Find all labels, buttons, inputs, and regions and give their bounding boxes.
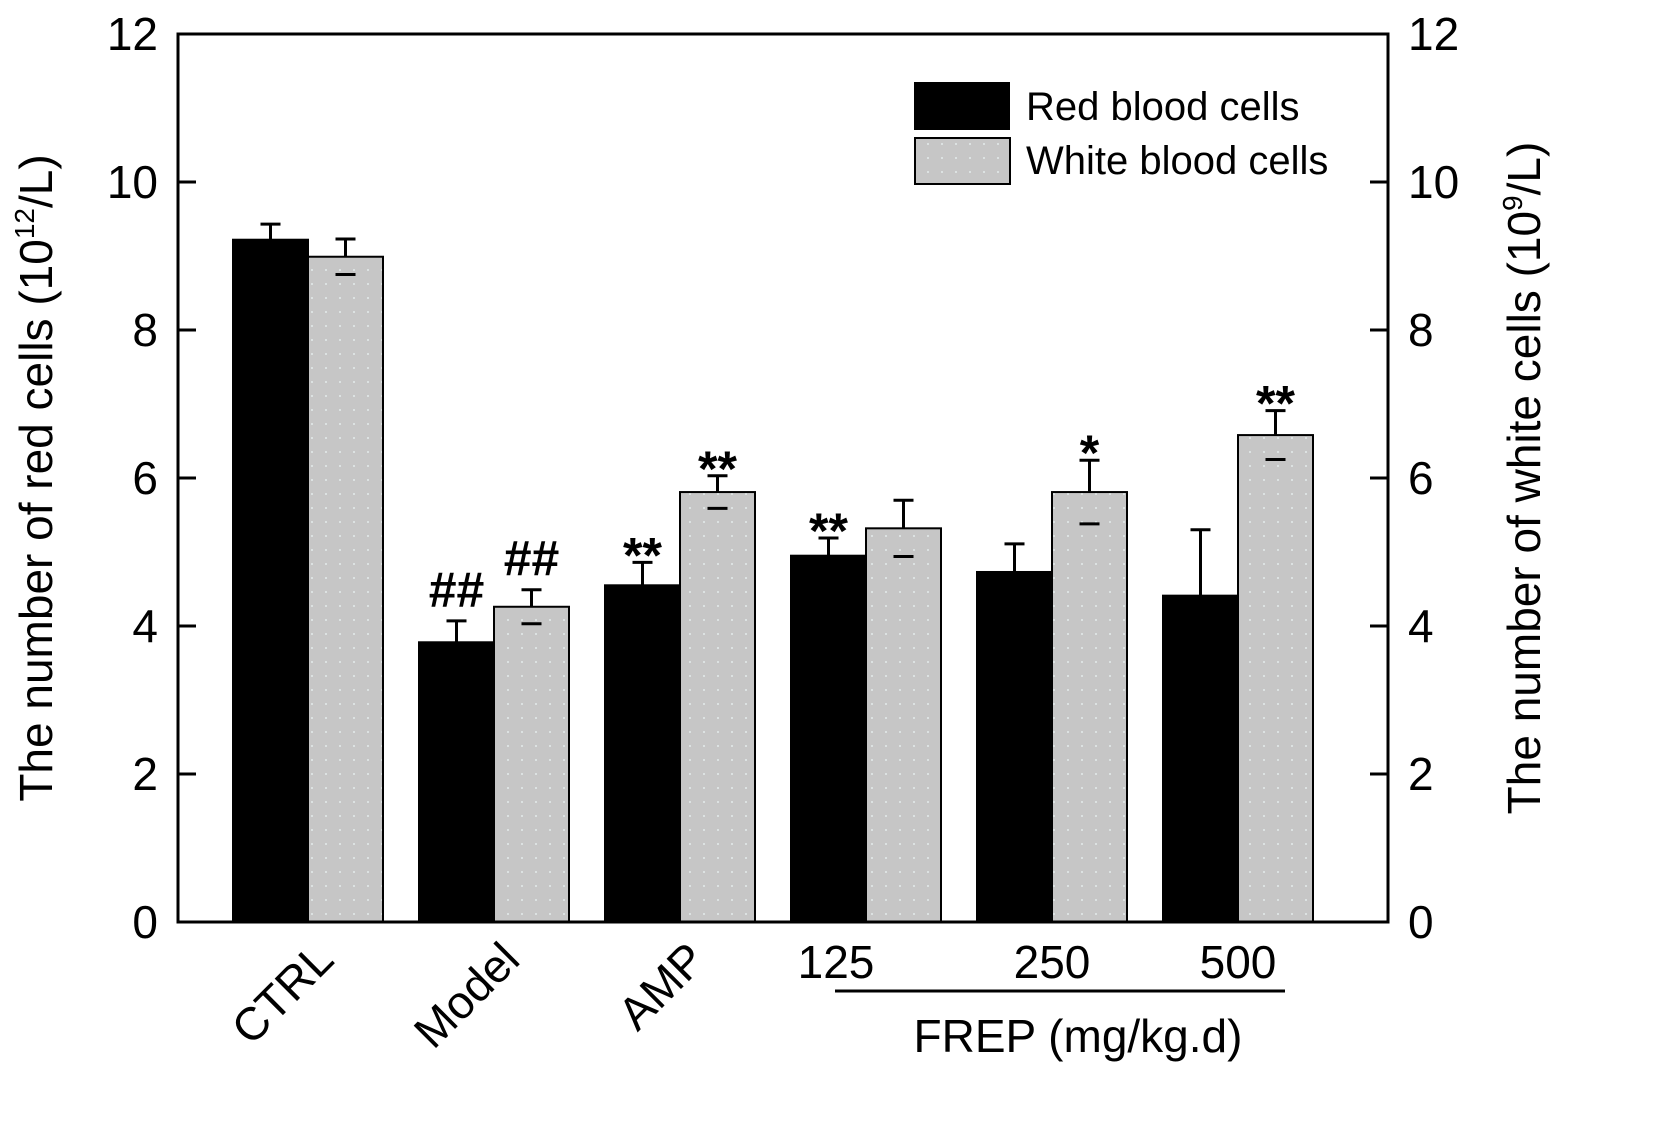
bar-red-blood-cells (790, 554, 867, 923)
y-tick-label-right: 2 (1408, 748, 1434, 800)
bar-white-blood-cells (865, 527, 942, 923)
legend-label-white: White blood cells (1026, 139, 1328, 183)
x-tick-label: 250 (1014, 936, 1091, 988)
bars-layer: #### ********* (232, 222, 1314, 924)
bar-red-blood-cells (418, 641, 495, 924)
y-tick-label-left: 8 (132, 304, 158, 356)
legend: Red blood cells White blood cells (914, 82, 1328, 185)
bar-white-blood-cells (307, 255, 384, 923)
bar-white-blood-cells (1237, 434, 1314, 923)
significance-label: ** (623, 527, 662, 583)
bar-red-blood-cells (1162, 594, 1239, 923)
bar-red-blood-cells (232, 238, 309, 924)
x-tick-label: CTRL (221, 932, 343, 1054)
y-tick-label-left: 4 (132, 600, 158, 652)
x-tick-label: Model (404, 932, 529, 1057)
y-axis-label-right: The number of white cells (109/L) (1497, 142, 1550, 815)
significance-label: ## (429, 562, 485, 618)
y-tick-label-left: 2 (132, 748, 158, 800)
y-tick-label-right: 8 (1408, 304, 1434, 356)
significance-label: ## (504, 531, 560, 587)
y-tick-label-right: 0 (1408, 896, 1434, 948)
y-tick-label-right: 6 (1408, 452, 1434, 504)
legend-label-red: Red blood cells (1026, 85, 1300, 129)
y-tick-label-left: 0 (132, 896, 158, 948)
x-tick-label: AMP (608, 932, 715, 1039)
y-tick-label-left: 6 (132, 452, 158, 504)
y-tick-label-right: 4 (1408, 600, 1434, 652)
bar-white-blood-cells (493, 605, 570, 923)
significance-label: * (1080, 425, 1100, 481)
y-tick-label-right: 10 (1408, 156, 1459, 208)
y-tick-label-right: 12 (1408, 8, 1459, 60)
bar-red-blood-cells (604, 584, 681, 923)
y-axis-label-left: The number of red cells (1012/L) (9, 154, 62, 801)
legend-swatch-white (914, 137, 1011, 185)
legend-swatch-red (914, 82, 1010, 130)
significance-label: ** (1256, 376, 1295, 432)
significance-label: ** (698, 441, 737, 497)
y-tick-label-left: 12 (107, 8, 158, 60)
significance-label: ** (809, 503, 848, 559)
y-tick-label-left: 10 (107, 156, 158, 208)
bar-white-blood-cells (679, 491, 756, 923)
frep-group-label: FREP (mg/kg.d) (914, 1010, 1243, 1062)
plot-frame (176, 32, 1390, 924)
x-tick-label: 125 (798, 936, 875, 988)
bar-red-blood-cells (976, 570, 1053, 923)
x-tick-label: 500 (1200, 936, 1277, 988)
bar-white-blood-cells (1051, 491, 1128, 923)
